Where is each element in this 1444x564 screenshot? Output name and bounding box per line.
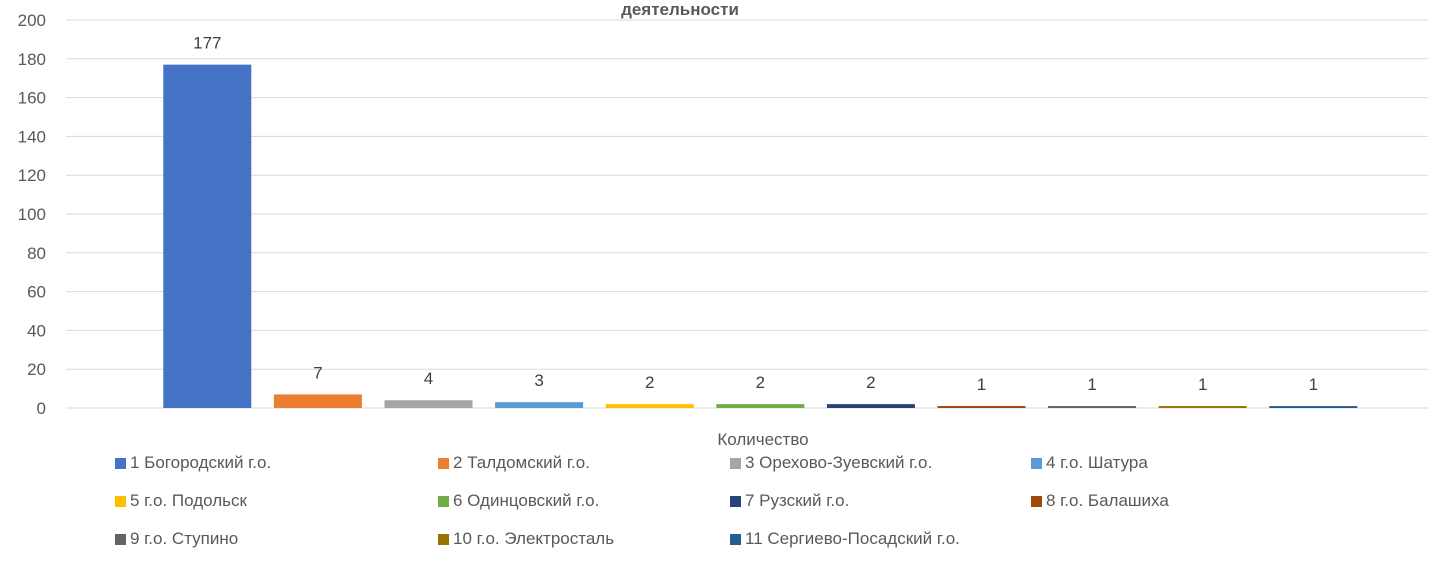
legend-item-2: 2 Талдомский г.о.	[438, 450, 590, 476]
legend-item-7: 7 Рузский г.о.	[730, 488, 849, 514]
data-label-4: 3	[534, 371, 543, 390]
legend-swatch	[115, 495, 126, 507]
data-label-1: 177	[193, 34, 221, 53]
legend-swatch	[115, 533, 126, 545]
bar-5	[605, 404, 694, 408]
y-axis: 0 20 40 60 80 100 120 140 160 180 200	[18, 11, 46, 418]
y-tick-label: 180	[18, 50, 46, 69]
legend-label: 11 Сергиево-Посадский г.о.	[745, 529, 960, 548]
legend-swatch	[1031, 495, 1042, 507]
y-tick-label: 120	[18, 166, 46, 185]
data-label-8: 1	[977, 375, 986, 394]
y-tick-label: 20	[27, 360, 46, 379]
y-tick-label: 40	[27, 321, 46, 340]
bar-2	[273, 394, 362, 408]
data-label-10: 1	[1198, 375, 1207, 394]
data-label-2: 7	[313, 363, 322, 382]
bar-9	[1048, 406, 1137, 408]
data-label-7: 2	[866, 373, 875, 392]
data-label-11: 1	[1309, 375, 1318, 394]
legend-label: 8 г.о. Балашиха	[1046, 491, 1169, 510]
bar-4	[495, 402, 584, 408]
y-tick-label: 140	[18, 127, 46, 146]
gridlines	[66, 19, 1428, 409]
bar-7	[826, 404, 915, 408]
legend-item-11: 11 Сергиево-Посадский г.о.	[730, 526, 960, 552]
legend-item-1: 1 Богородский г.о.	[115, 450, 271, 476]
y-tick-label: 200	[18, 11, 46, 30]
y-tick-label: 100	[18, 205, 46, 224]
legend-swatch	[1031, 457, 1042, 469]
bar-8	[937, 406, 1026, 408]
legend-label: 6 Одинцовский г.о.	[453, 491, 600, 510]
legend-label: 9 г.о. Ступино	[130, 529, 239, 548]
legend-label: 3 Орехово-Зуевский г.о.	[745, 453, 933, 472]
data-label-9: 1	[1087, 375, 1096, 394]
bar-6	[716, 404, 805, 408]
legend: 1 Богородский г.о. 2 Талдомский г.о. 3 Оре…	[0, 448, 1444, 564]
bar-1	[163, 64, 252, 409]
legend-item-6: 6 Одинцовский г.о.	[438, 488, 599, 514]
legend-label: 5 г.о. Подольск	[130, 491, 247, 510]
bar-10	[1158, 406, 1247, 408]
y-tick-label: 60	[27, 283, 46, 302]
bars	[163, 64, 1358, 409]
legend-label: 2 Талдомский г.о.	[453, 453, 590, 472]
data-label-5: 2	[645, 373, 654, 392]
legend-item-9: 9 г.о. Ступино	[115, 526, 238, 552]
legend-label: 1 Богородский г.о.	[130, 453, 272, 472]
legend-item-5: 5 г.о. Подольск	[115, 488, 247, 514]
legend-swatch	[730, 495, 741, 507]
legend-item-3: 3 Орехово-Зуевский г.о.	[730, 450, 932, 476]
legend-item-4: 4 г.о. Шатура	[1031, 450, 1148, 476]
legend-swatch	[730, 457, 741, 469]
bar-11	[1269, 406, 1358, 408]
legend-swatch	[730, 533, 741, 545]
legend-label: 10 г.о. Электросталь	[453, 529, 615, 548]
x-category-label: Количество	[717, 430, 808, 449]
chart-title: деятельности	[621, 0, 739, 19]
legend-item-8: 8 г.о. Балашиха	[1031, 488, 1169, 514]
data-labels: 177 7 4 3 2 2 2 1 1 1 1	[193, 34, 1318, 394]
legend-swatch	[438, 495, 449, 507]
bar-3	[384, 400, 473, 408]
y-tick-label: 160	[18, 89, 46, 108]
y-tick-label: 80	[27, 244, 46, 263]
y-tick-label: 0	[37, 399, 46, 418]
legend-label: 4 г.о. Шатура	[1046, 453, 1148, 472]
legend-item-10: 10 г.о. Электросталь	[438, 526, 614, 552]
legend-swatch	[115, 457, 126, 469]
legend-swatch	[438, 457, 449, 469]
data-label-6: 2	[756, 373, 765, 392]
legend-swatch	[438, 533, 449, 545]
legend-label: 7 Рузский г.о.	[745, 491, 850, 510]
data-label-3: 4	[424, 369, 433, 388]
